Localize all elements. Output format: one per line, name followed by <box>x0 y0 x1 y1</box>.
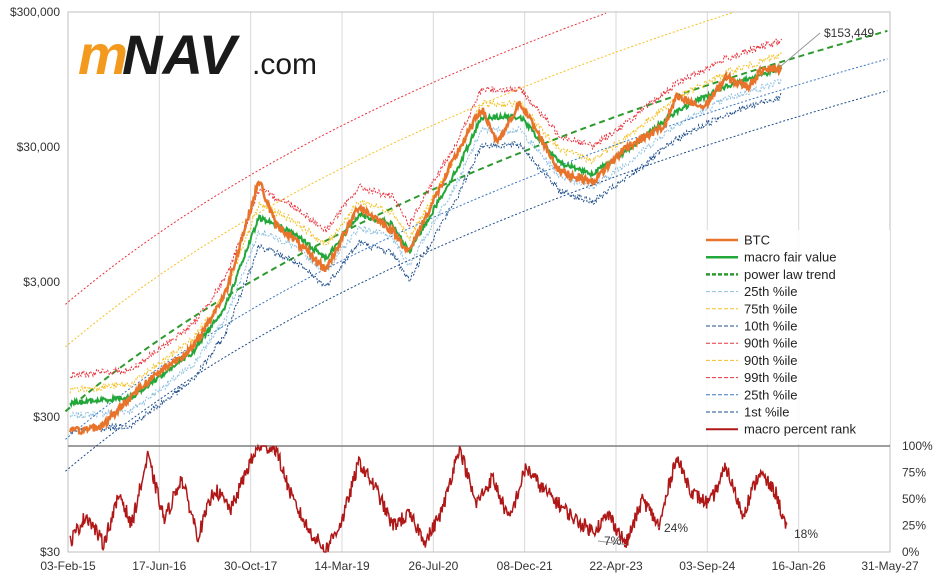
rank-callout-leader <box>597 540 626 546</box>
legend-label: 75th %ile <box>744 301 797 316</box>
trend-line-8 <box>65 12 607 305</box>
legend-label: 99th %ile <box>744 370 797 385</box>
band-line-4 <box>69 52 782 394</box>
series-lines <box>64 11 888 472</box>
rank-callout: 7% <box>604 534 622 548</box>
x-tick-label: 17-Jun-16 <box>132 559 186 573</box>
rank-tick-label: 100% <box>902 439 933 453</box>
x-tick-label: 31-May-27 <box>861 559 919 573</box>
tick-labels: 03-Feb-15 17-Jun-16 30-Oct-17 14-Mar-19 26-J… <box>10 5 933 573</box>
percent-rank-panel <box>69 443 788 553</box>
y-tick-label: $3,000 <box>23 275 60 289</box>
y-tick-label: $300 <box>33 410 60 424</box>
band-line-3 <box>69 78 783 419</box>
price-callout-leader <box>779 32 821 68</box>
logo-m: m <box>78 23 128 86</box>
rank-tick-label: 0% <box>902 545 920 559</box>
x-tick-label: 22-Apr-23 <box>589 559 643 573</box>
macro-percent-rank-line <box>69 443 788 553</box>
price-callout: $153,449 <box>824 26 874 40</box>
x-tick-label: 03-Feb-15 <box>40 559 96 573</box>
x-tick-label: 30-Oct-17 <box>224 559 278 573</box>
x-tick-label: 03-Sep-24 <box>679 559 735 573</box>
macro-fair-value-line <box>69 64 783 409</box>
legend-label: 25th %ile <box>744 284 797 299</box>
rank-tick-label: 50% <box>902 492 926 506</box>
legend-label: power law trend <box>744 267 836 282</box>
x-tick-label: 08-Dec-21 <box>497 559 553 573</box>
band-line-5 <box>69 92 783 435</box>
rank-callout-leader <box>657 526 660 529</box>
rank-callout: 18% <box>794 527 818 541</box>
legend-label: BTC <box>744 233 770 248</box>
legend-label: macro percent rank <box>744 422 856 437</box>
y-tick-label: $300,000 <box>10 5 60 19</box>
annotations: $153,449 7% 24% 18% <box>597 26 874 548</box>
legend-label: macro fair value <box>744 250 836 265</box>
trend-line-10 <box>65 90 888 472</box>
band-line-6 <box>69 38 783 380</box>
mnav-logo: m NAV .com <box>78 23 317 86</box>
y-tick-label: $30,000 <box>17 140 61 154</box>
legend-box <box>700 230 890 444</box>
logo-com: .com <box>252 48 317 81</box>
rank-callout: 24% <box>664 521 688 535</box>
legend-label: 90th %ile <box>744 353 797 368</box>
legend-label: 1st %ile <box>744 405 790 420</box>
x-tick-label: 26-Jul-20 <box>408 559 458 573</box>
y-tick-label: $30 <box>40 545 60 559</box>
legend: BTC macro fair value power law trend 25th %… <box>700 230 890 444</box>
logo-nav: NAV <box>122 23 241 86</box>
x-tick-label: 14-Mar-19 <box>314 559 370 573</box>
rank-tick-label: 25% <box>902 519 926 533</box>
legend-label: 90th %ile <box>744 336 797 351</box>
legend-label: 10th %ile <box>744 319 797 334</box>
legend-label: 25th %ile <box>744 387 797 402</box>
x-tick-label: 16-Jan-26 <box>772 559 826 573</box>
rank-tick-label: 75% <box>902 466 926 480</box>
btc-price-line <box>68 62 783 436</box>
